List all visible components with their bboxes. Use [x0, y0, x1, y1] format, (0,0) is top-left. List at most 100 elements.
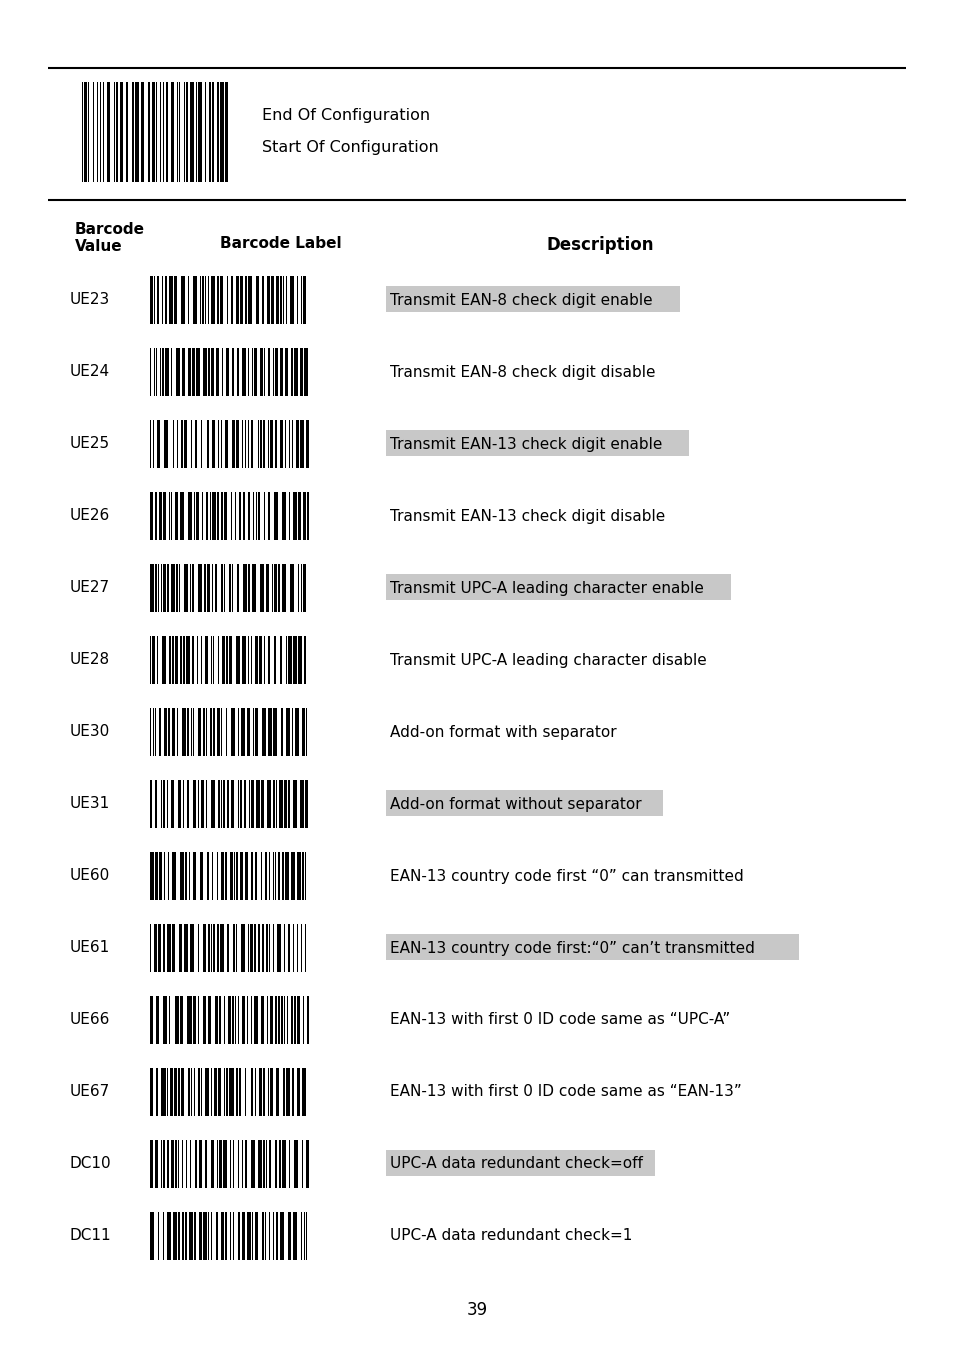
FancyBboxPatch shape: [386, 575, 731, 600]
Bar: [191, 1068, 193, 1115]
Bar: [195, 347, 199, 396]
Bar: [305, 420, 308, 468]
Text: DC11: DC11: [70, 1229, 111, 1244]
Bar: [152, 82, 154, 183]
Bar: [265, 852, 267, 900]
Bar: [205, 1068, 210, 1115]
Bar: [168, 852, 170, 900]
Bar: [175, 1140, 176, 1188]
Bar: [286, 276, 287, 324]
Bar: [266, 923, 268, 972]
Bar: [184, 923, 188, 972]
Bar: [269, 923, 270, 972]
Bar: [227, 780, 229, 827]
Bar: [174, 996, 178, 1044]
Bar: [215, 347, 219, 396]
Bar: [103, 82, 104, 183]
Text: Transmit EAN-13 check digit enable: Transmit EAN-13 check digit enable: [390, 437, 661, 452]
Bar: [253, 996, 258, 1044]
Bar: [280, 1211, 284, 1260]
Bar: [172, 635, 174, 684]
Bar: [182, 347, 185, 396]
Bar: [263, 1068, 264, 1115]
Bar: [221, 1211, 223, 1260]
Bar: [256, 276, 258, 324]
Bar: [224, 564, 225, 612]
Bar: [184, 82, 185, 183]
Bar: [255, 492, 257, 539]
Bar: [230, 1140, 231, 1188]
Bar: [210, 708, 212, 756]
Bar: [172, 708, 175, 756]
Bar: [161, 1068, 166, 1115]
Bar: [167, 923, 171, 972]
Bar: [207, 564, 210, 612]
Bar: [185, 1211, 187, 1260]
FancyBboxPatch shape: [386, 934, 799, 960]
Bar: [167, 1211, 171, 1260]
Bar: [152, 420, 154, 468]
Bar: [208, 347, 210, 396]
Bar: [303, 347, 307, 396]
Bar: [204, 82, 206, 183]
Bar: [155, 708, 156, 756]
Bar: [241, 347, 245, 396]
Bar: [283, 276, 284, 324]
Bar: [302, 996, 304, 1044]
Bar: [84, 82, 87, 183]
Bar: [306, 708, 307, 756]
Bar: [251, 1140, 255, 1188]
Bar: [156, 276, 159, 324]
Bar: [184, 420, 187, 468]
Bar: [300, 564, 302, 612]
Bar: [178, 1211, 179, 1260]
Bar: [232, 420, 234, 468]
Bar: [204, 564, 205, 612]
Bar: [237, 1211, 240, 1260]
Bar: [152, 708, 153, 756]
Bar: [96, 82, 97, 183]
Bar: [141, 82, 144, 183]
Bar: [249, 780, 250, 827]
Bar: [225, 1211, 227, 1260]
Bar: [172, 923, 175, 972]
Bar: [301, 1068, 305, 1115]
Bar: [242, 564, 246, 612]
Bar: [231, 492, 232, 539]
Bar: [307, 492, 309, 539]
FancyBboxPatch shape: [386, 430, 688, 456]
Bar: [195, 1140, 196, 1188]
Bar: [180, 996, 183, 1044]
Bar: [163, 82, 164, 183]
Bar: [162, 347, 164, 396]
Bar: [289, 420, 290, 468]
Bar: [235, 276, 238, 324]
Bar: [273, 923, 274, 972]
Bar: [150, 635, 152, 684]
Bar: [201, 492, 203, 539]
Bar: [193, 708, 194, 756]
Bar: [182, 1211, 183, 1260]
Bar: [183, 635, 185, 684]
FancyBboxPatch shape: [386, 790, 662, 817]
Text: EAN-13 with first 0 ID code same as “UPC-A”: EAN-13 with first 0 ID code same as “UPC…: [390, 1013, 729, 1028]
Bar: [150, 276, 152, 324]
Text: Start Of Configuration: Start Of Configuration: [262, 141, 438, 155]
Bar: [270, 996, 273, 1044]
Bar: [163, 492, 166, 539]
Bar: [205, 492, 208, 539]
Bar: [278, 564, 279, 612]
Bar: [193, 780, 196, 827]
Bar: [274, 635, 275, 684]
Bar: [192, 347, 194, 396]
Bar: [296, 996, 299, 1044]
Bar: [292, 1068, 294, 1115]
Bar: [286, 708, 290, 756]
Bar: [251, 635, 252, 684]
Bar: [207, 420, 210, 468]
Bar: [294, 347, 297, 396]
Bar: [161, 780, 162, 827]
Bar: [152, 635, 154, 684]
Bar: [283, 923, 285, 972]
Bar: [198, 708, 200, 756]
